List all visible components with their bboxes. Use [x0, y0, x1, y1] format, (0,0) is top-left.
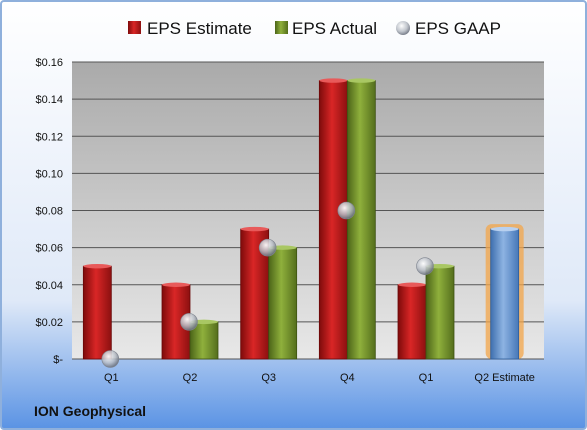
marker-eps-gaap [101, 350, 120, 368]
bar-cap [347, 78, 376, 83]
x-tick-label: Q3 [261, 372, 276, 384]
bar-cap [398, 282, 426, 287]
marker-eps-gaap [416, 257, 434, 275]
y-axis-ticks: $- $0.02 $0.04 $0.06 $0.08 $0.10 $0.12 $0.14 $0.… [35, 57, 63, 366]
legend-label-eps-estimate: EPS Estimate [147, 19, 252, 38]
legend-item-eps-estimate: EPS Estimate [128, 19, 252, 38]
marker-eps-gaap [258, 238, 277, 257]
y-tick-label: $0.02 [35, 317, 63, 329]
bar-eps-estimate [397, 284, 427, 360]
bar-eps-actual [346, 80, 376, 360]
y-tick-label: $0.06 [35, 243, 63, 255]
gaap-markers [101, 201, 434, 368]
bar-eps-estimate [318, 80, 348, 360]
legend-item-eps-actual: EPS Actual [275, 19, 377, 38]
y-tick-label: $0.04 [35, 280, 63, 292]
y-tick-label: $0.12 [35, 131, 63, 143]
bar-cap [162, 282, 190, 287]
gridlines [72, 61, 544, 360]
bar-cap [83, 263, 112, 269]
bar-eps-estimate [82, 265, 112, 360]
y-tick-label: $0.16 [35, 57, 63, 69]
bar-cap [240, 226, 269, 232]
bar-eps-actual [268, 247, 298, 360]
x-tick-label: Q2 Estimate [474, 372, 535, 384]
y-tick-label: $0.08 [35, 206, 63, 218]
x-tick-label: Q1 [104, 372, 119, 384]
x-tick-label: Q4 [340, 372, 355, 384]
bars [82, 78, 520, 360]
legend-swatch-eps-estimate [128, 21, 141, 34]
x-tick-label: Q1 [419, 372, 434, 384]
legend: EPS Estimate EPS Actual EPS GAAP [128, 19, 501, 38]
bar-eps-estimate-forecast [490, 228, 520, 360]
marker-eps-gaap [180, 313, 198, 331]
legend-item-eps-gaap: EPS GAAP [396, 19, 501, 38]
x-axis-ticks: Q1 Q2 Q3 Q4 Q1 Q2 Estimate [104, 372, 535, 384]
x-tick-label: Q2 [183, 372, 198, 384]
marker-eps-gaap [337, 201, 356, 220]
bar-cap [490, 226, 519, 232]
y-tick-label: $0.14 [35, 94, 63, 106]
bar-eps-actual [425, 265, 455, 360]
legend-label-eps-gaap: EPS GAAP [415, 19, 501, 38]
y-tick-label: $- [53, 354, 63, 366]
bar-cap [319, 78, 348, 83]
company-name: ION Geophysical [34, 403, 146, 419]
y-tick-label: $0.10 [35, 168, 63, 180]
legend-label-eps-actual: EPS Actual [292, 19, 377, 38]
legend-swatch-eps-gaap [396, 21, 410, 35]
legend-swatch-eps-actual [275, 21, 288, 34]
